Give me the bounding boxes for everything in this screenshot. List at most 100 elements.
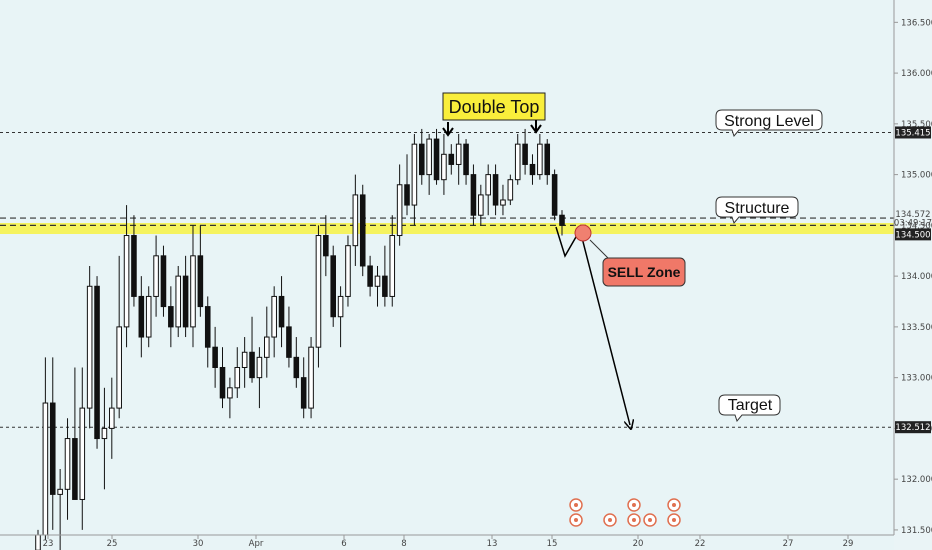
candle-bearish[interactable] [470, 174, 477, 216]
candle-bullish[interactable] [234, 366, 241, 389]
candle-bullish[interactable] [86, 285, 93, 409]
candle-bullish[interactable] [345, 245, 351, 297]
candle-bearish[interactable] [367, 265, 373, 287]
time-tick-label: 30 [193, 539, 204, 549]
candle-bearish[interactable] [492, 174, 499, 206]
price-axis-background [894, 0, 932, 550]
candle-bullish[interactable] [507, 179, 514, 201]
candle-bullish[interactable] [64, 438, 71, 490]
candle-bearish[interactable] [131, 235, 137, 297]
candle-bearish[interactable] [448, 153, 455, 165]
candle-bullish[interactable] [374, 275, 381, 287]
candle-bullish[interactable] [455, 143, 462, 165]
candle-bearish[interactable] [72, 438, 78, 500]
candle-bullish[interactable] [190, 255, 196, 328]
candle-bullish[interactable] [396, 184, 403, 237]
structure-price: 134.572 [895, 210, 930, 220]
candle-bearish[interactable] [204, 306, 211, 348]
candle-bullish[interactable] [227, 387, 233, 399]
candle-bearish[interactable] [249, 351, 255, 379]
candle-bearish[interactable] [219, 366, 226, 399]
candle-bearish[interactable] [49, 402, 56, 495]
candle-bearish[interactable] [278, 295, 285, 328]
time-tick-label: 8 [401, 539, 406, 549]
candle-bearish[interactable] [359, 194, 366, 267]
candle-bearish[interactable] [286, 326, 292, 358]
candle-bearish[interactable] [382, 275, 388, 297]
candle-bullish[interactable] [175, 275, 182, 328]
candle-bearish[interactable] [293, 356, 300, 379]
projection-path [555, 226, 630, 425]
double-top-annotation[interactable]: Double Top [442, 92, 546, 121]
candle-bearish[interactable] [418, 143, 425, 176]
candle-bullish[interactable] [264, 336, 270, 358]
double-top-arrowhead-right [530, 124, 542, 134]
candle-bearish[interactable] [160, 255, 167, 308]
candle-bullish[interactable] [116, 326, 122, 409]
sell-zone-callout[interactable]: SELL Zone [589, 239, 686, 287]
candle-bullish[interactable] [500, 199, 506, 206]
candle-bullish[interactable] [101, 427, 108, 440]
candle-bullish[interactable] [42, 402, 49, 536]
candle-bearish[interactable] [529, 163, 536, 176]
candle-bullish[interactable] [537, 143, 543, 176]
candle-bullish[interactable] [109, 407, 115, 429]
candle-bearish[interactable] [463, 143, 469, 176]
candle-bullish[interactable] [153, 255, 159, 297]
event-icon [574, 503, 578, 507]
strong-level-callout[interactable]: Strong Level [715, 109, 823, 138]
event-icon [672, 503, 676, 507]
candle-bullish[interactable] [411, 143, 418, 206]
candle-bearish[interactable] [330, 255, 336, 318]
candle-bullish[interactable] [389, 235, 396, 297]
candle-bearish[interactable] [433, 138, 440, 181]
time-tick-label: 27 [783, 539, 794, 549]
candle-bearish[interactable] [404, 184, 410, 206]
candle-bullish[interactable] [123, 235, 130, 328]
strong-level-bubble [715, 109, 823, 138]
candle-bearish[interactable] [138, 295, 145, 338]
candle-bullish[interactable] [441, 153, 447, 181]
time-tick-label: 15 [547, 539, 558, 549]
candle-bearish[interactable] [168, 306, 174, 328]
target-callout[interactable]: Target [718, 394, 781, 423]
time-tick-label: Apr [249, 539, 264, 549]
candle-bearish[interactable] [182, 275, 189, 328]
candle-bullish[interactable] [271, 295, 277, 338]
strong-level-badge: 135.415 [895, 126, 931, 139]
candle-bearish[interactable] [522, 143, 528, 165]
candle-bullish[interactable] [145, 295, 152, 338]
candle-bearish[interactable] [212, 346, 218, 368]
candle-bearish[interactable] [544, 143, 551, 176]
candle-bullish[interactable] [352, 194, 359, 247]
candle-bearish[interactable] [94, 285, 100, 440]
price-tick-label: 136.500 [901, 18, 932, 28]
candle-bullish[interactable] [256, 356, 263, 379]
event-markers[interactable] [569, 498, 681, 527]
strong-level-price: 135.415 [895, 128, 930, 138]
candle-bullish[interactable] [79, 407, 86, 500]
candle-bullish[interactable] [478, 194, 484, 216]
candle-bullish[interactable] [241, 351, 248, 368]
candle-bullish[interactable] [426, 138, 432, 176]
countdown-badge: 03:49:17 [894, 218, 932, 228]
candle-bullish[interactable] [315, 235, 322, 348]
candle-bearish[interactable] [197, 255, 204, 308]
target-badge: 132.512 [895, 421, 931, 434]
candle-bullish[interactable] [35, 534, 41, 550]
candle-bullish[interactable] [308, 346, 314, 409]
candle-bearish[interactable] [323, 235, 329, 257]
price-tick-label: 131.500 [901, 526, 932, 536]
candle-bullish[interactable] [337, 295, 344, 318]
sell-zone-marker[interactable] [574, 224, 592, 242]
candle-bullish[interactable] [57, 488, 63, 495]
candle-bearish[interactable] [551, 174, 558, 216]
candle-bullish[interactable] [485, 174, 491, 196]
event-icon [672, 518, 676, 522]
time-tick-label: 20 [633, 539, 644, 549]
candle-bearish[interactable] [300, 377, 307, 409]
structure-callout[interactable]: Structure [715, 196, 799, 225]
candle-bullish[interactable] [514, 143, 521, 181]
candle-bearish[interactable] [559, 214, 565, 226]
